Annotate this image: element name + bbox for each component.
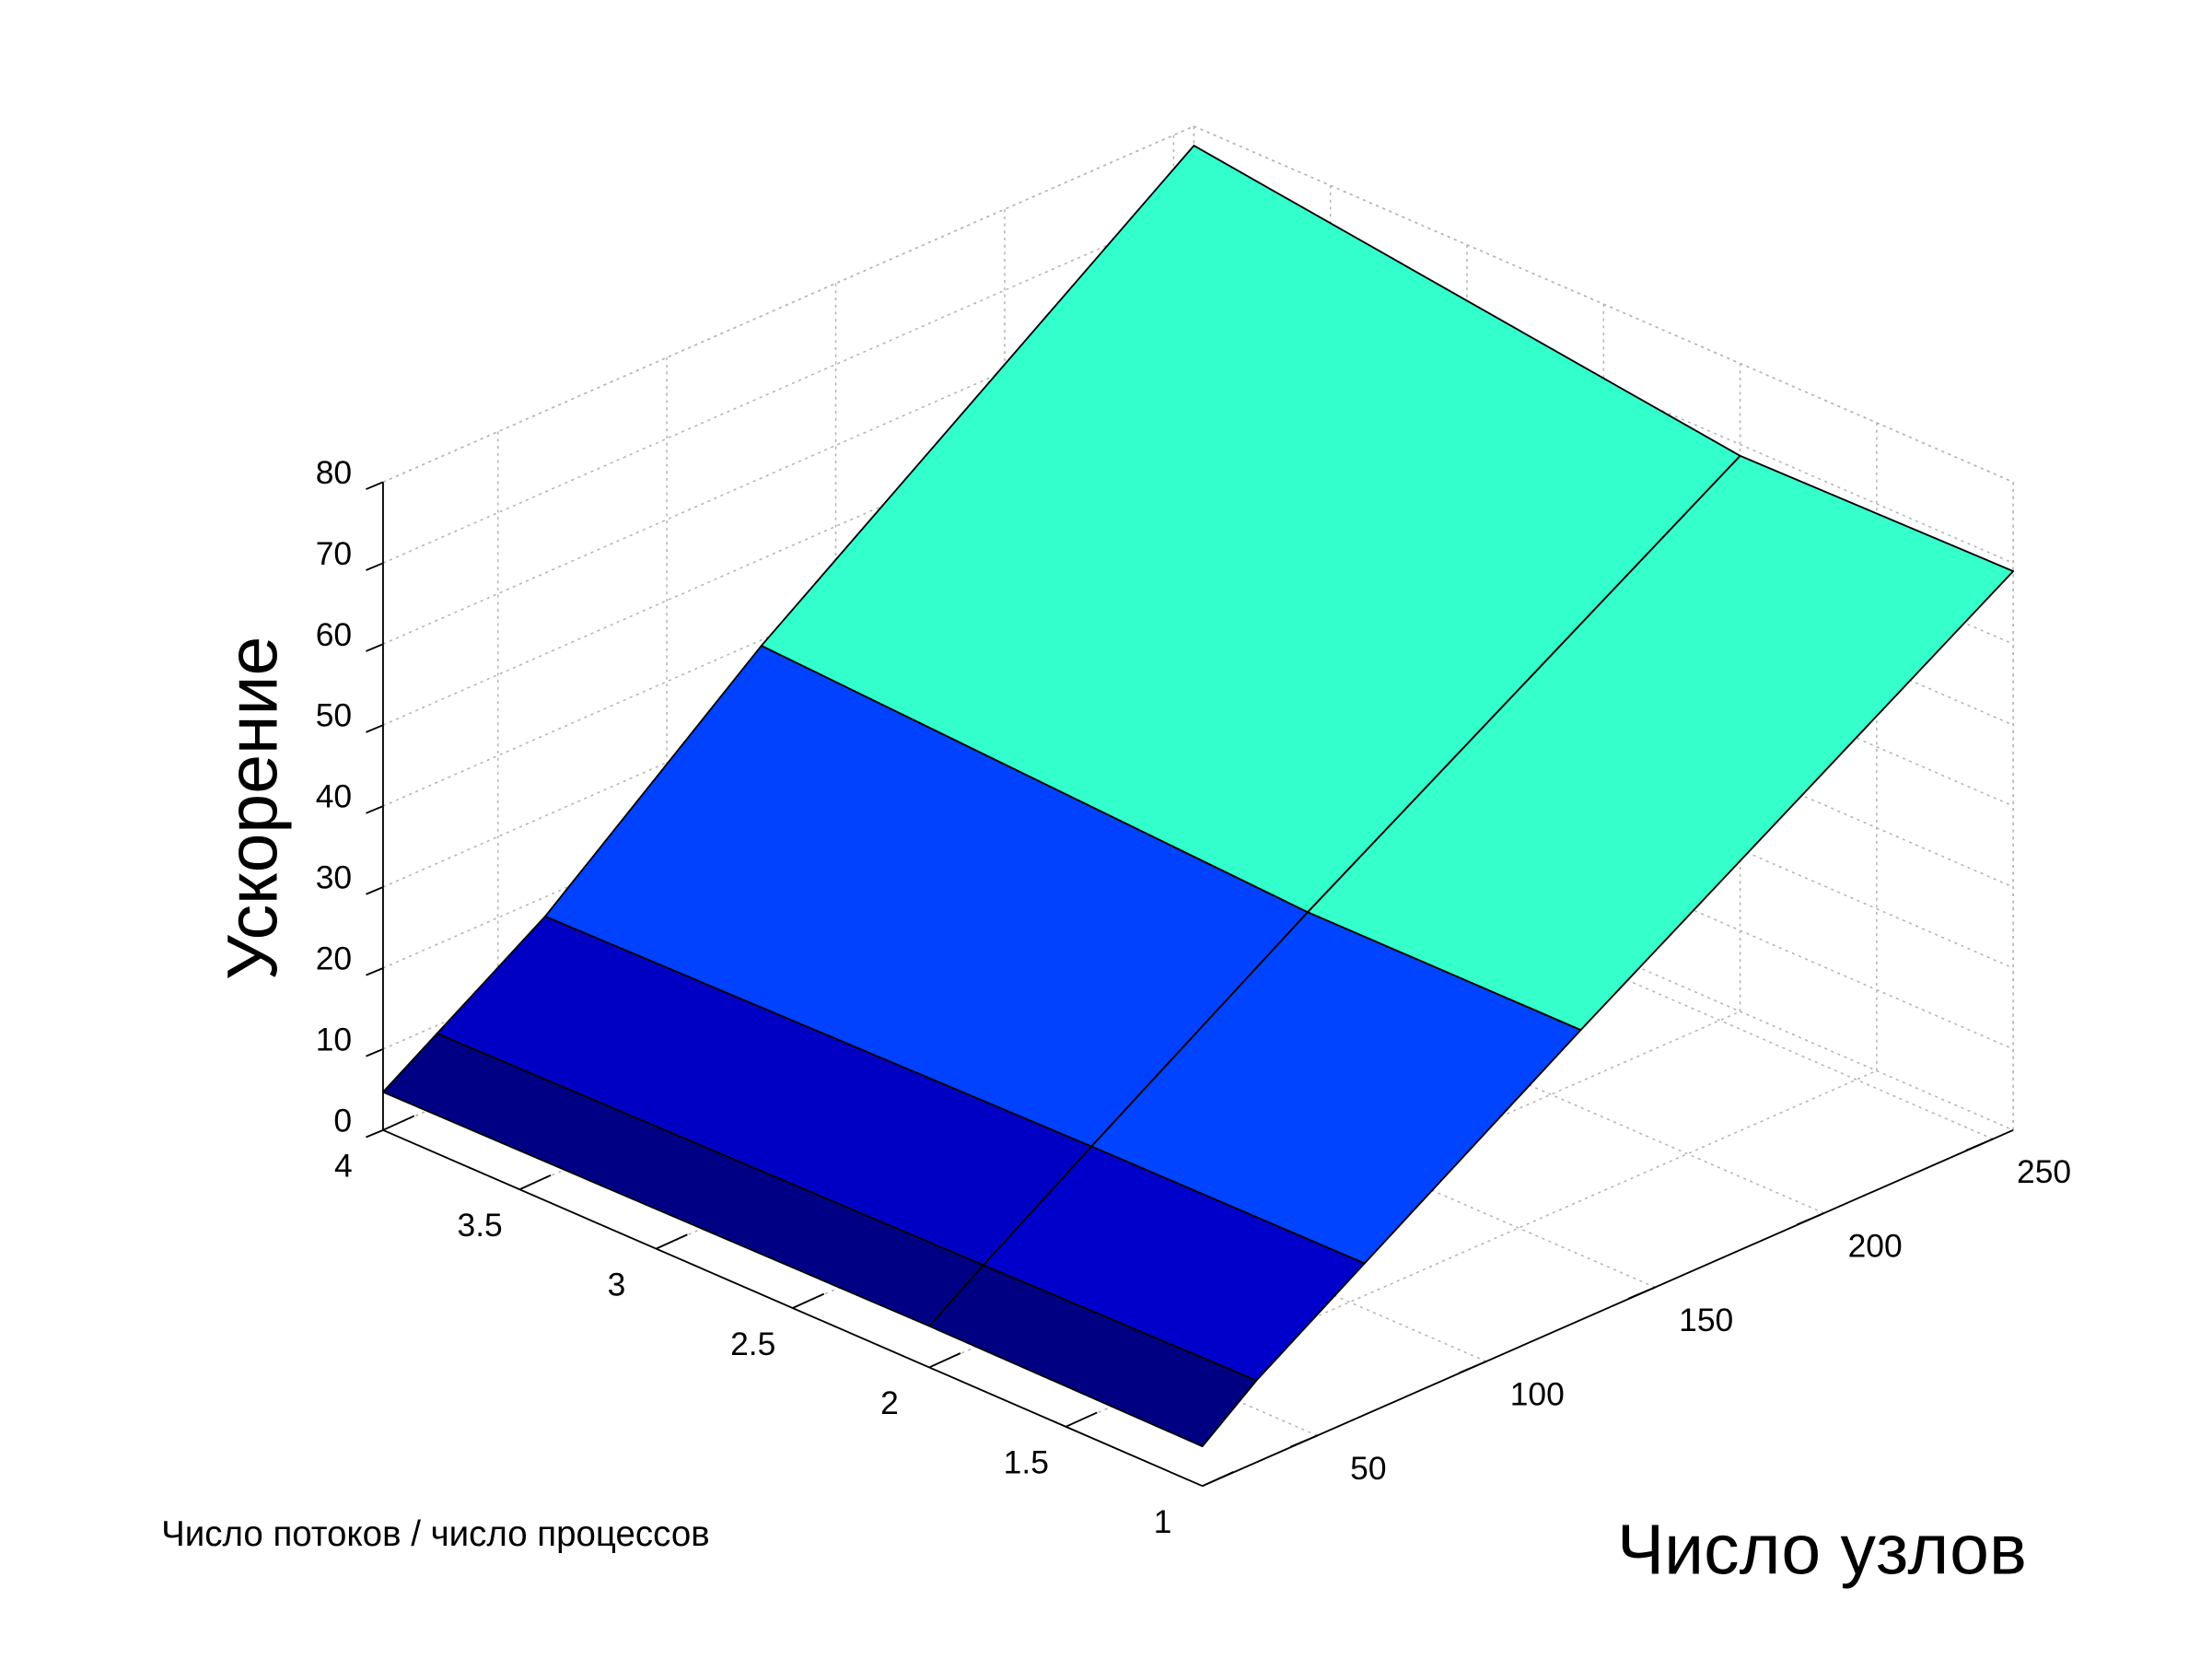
x-tick (1965, 1138, 1994, 1151)
axes: 5010015020025011.522.533.540102030405060… (316, 454, 2071, 1540)
x-tick (1459, 1361, 1487, 1374)
x-tick-label: 150 (1679, 1302, 1733, 1338)
x-tick-label: 200 (1848, 1228, 1903, 1265)
z-tick-label: 30 (316, 859, 352, 896)
y-tick (382, 1115, 415, 1131)
axis-line (1202, 1128, 2014, 1488)
grid-line (928, 1011, 1740, 1369)
surface (382, 145, 2015, 1448)
x-axis-label: Число узлов (1617, 1511, 2027, 1590)
z-tick (366, 481, 384, 490)
y-tick (518, 1174, 552, 1191)
y-tick (792, 1292, 825, 1309)
y-tick (656, 1233, 688, 1250)
z-tick (366, 886, 384, 895)
x-tick-label: 250 (2017, 1153, 2071, 1190)
z-tick-label: 10 (316, 1021, 352, 1057)
z-tick (366, 967, 384, 976)
z-tick (366, 724, 384, 733)
z-tick-label: 40 (316, 778, 352, 815)
y-tick-label: 2.5 (730, 1326, 775, 1362)
y-tick-label: 4 (334, 1148, 353, 1185)
x-tick-label: 50 (1350, 1450, 1386, 1487)
y-tick (1202, 1470, 1234, 1488)
z-tick-label: 50 (316, 697, 352, 734)
surface-face (760, 145, 1741, 914)
z-tick-label: 60 (316, 616, 352, 653)
z-tick (366, 1128, 384, 1139)
z-tick-label: 0 (333, 1102, 352, 1139)
z-tick (366, 1048, 384, 1057)
z-tick (366, 805, 384, 814)
box-edge (1193, 125, 2014, 484)
z-tick-label: 80 (316, 454, 352, 491)
y-axis-label: Число потоков / число процессов (161, 1514, 710, 1554)
z-tick (366, 643, 384, 652)
x-tick (1627, 1286, 1656, 1300)
y-tick-label: 1.5 (1004, 1444, 1049, 1481)
box-edge (382, 125, 1194, 484)
x-tick (1797, 1212, 1825, 1226)
y-tick (1065, 1411, 1098, 1428)
y-tick-label: 3.5 (458, 1207, 503, 1244)
z-tick (366, 562, 384, 571)
z-axis-label: Ускорение (214, 637, 293, 980)
x-tick-label: 100 (1510, 1376, 1565, 1413)
y-tick (928, 1352, 961, 1369)
z-tick-label: 70 (316, 535, 352, 572)
y-tick-label: 2 (880, 1384, 899, 1421)
y-tick-label: 3 (608, 1266, 626, 1303)
grid-line (1065, 1069, 1878, 1428)
grid-line (382, 206, 1194, 565)
z-tick-label: 20 (316, 940, 352, 977)
x-tick (1289, 1434, 1318, 1448)
y-tick-label: 1 (1154, 1503, 1172, 1540)
